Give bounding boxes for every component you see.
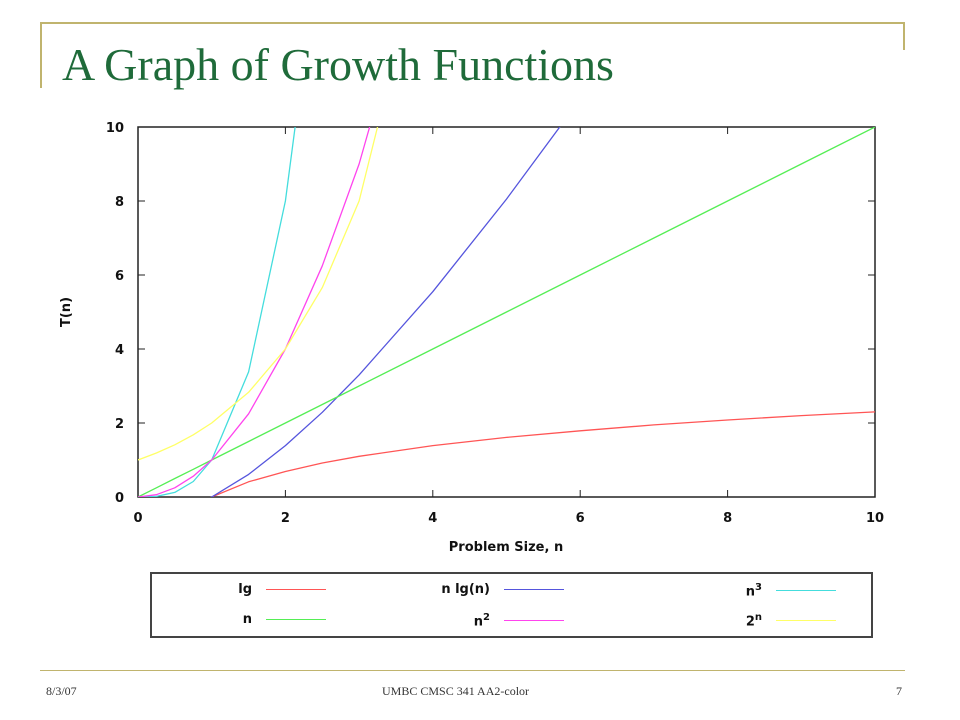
y-axis-label: T(n) <box>59 297 74 327</box>
x-tick-label: 8 <box>723 511 732 526</box>
legend-item-2-n: 2n <box>692 612 836 629</box>
slide-title: A Graph of Growth Functions <box>62 39 614 90</box>
legend-label-exponent: 2 <box>483 612 490 623</box>
x-tick-label: 4 <box>428 511 437 526</box>
left-accent-line <box>40 22 42 88</box>
bottom-accent-line <box>40 670 905 671</box>
footer-page-number: 7 <box>896 684 902 698</box>
legend-item-n: n <box>182 612 326 627</box>
legend-label-base: lg <box>238 582 252 597</box>
legend-swatch <box>266 589 326 590</box>
series-line-n <box>138 127 875 497</box>
legend-label-exponent: 3 <box>755 582 762 593</box>
y-tick-label: 0 <box>115 491 124 506</box>
series-line-lg-n <box>210 411 875 497</box>
legend-label-base: n <box>745 584 756 600</box>
legend-swatch <box>266 619 326 620</box>
legend-label-base: 2 <box>745 614 755 630</box>
legend-item-lg-n: lg <box>182 582 326 597</box>
legend-label-exponent: n <box>754 612 762 623</box>
x-tick-label: 10 <box>866 511 884 526</box>
series-line-2-n <box>138 127 379 461</box>
legend-label-base: n <box>242 612 252 627</box>
legend-label: n <box>182 612 252 627</box>
x-tick-label: 0 <box>133 511 142 526</box>
footer-date: 8/3/07 <box>46 684 77 698</box>
right-accent-tick <box>903 22 905 50</box>
legend-label-base: n lg(n) <box>441 582 490 597</box>
legend-label: n lg(n) <box>420 582 490 597</box>
series-line-n-lg-n <box>210 127 561 497</box>
legend-swatch <box>776 590 836 592</box>
plot-area-frame <box>137 126 876 498</box>
legend-item-n-3: n3 <box>692 582 836 599</box>
legend-label-base: n <box>473 614 484 630</box>
y-tick-label: 8 <box>115 195 124 210</box>
series-line-n-3 <box>138 127 296 497</box>
top-accent-line <box>40 22 905 24</box>
chart-legend: lg n lg(n) n3 n n2 2n <box>150 572 873 638</box>
footer-course: UMBC CMSC 341 AA2-color <box>382 684 530 698</box>
x-tick-label: 2 <box>281 511 290 526</box>
legend-label: n3 <box>692 582 762 599</box>
series-line-n-2 <box>138 127 371 497</box>
y-tick-label: 4 <box>115 343 124 358</box>
legend-item-n-2: n2 <box>420 612 564 629</box>
legend-swatch <box>504 620 564 622</box>
y-tick-label: 6 <box>115 269 124 284</box>
legend-label: 2n <box>692 612 762 629</box>
x-axis-label: Problem Size, n <box>449 540 563 555</box>
legend-swatch <box>776 620 836 622</box>
x-tick-label: 6 <box>576 511 585 526</box>
legend-item-n-lg-n: n lg(n) <box>420 582 564 597</box>
legend-label: n2 <box>420 612 490 629</box>
legend-swatch <box>504 589 564 590</box>
y-tick-label: 2 <box>115 417 124 432</box>
legend-label: lg <box>182 582 252 597</box>
y-tick-label: 10 <box>106 121 124 136</box>
